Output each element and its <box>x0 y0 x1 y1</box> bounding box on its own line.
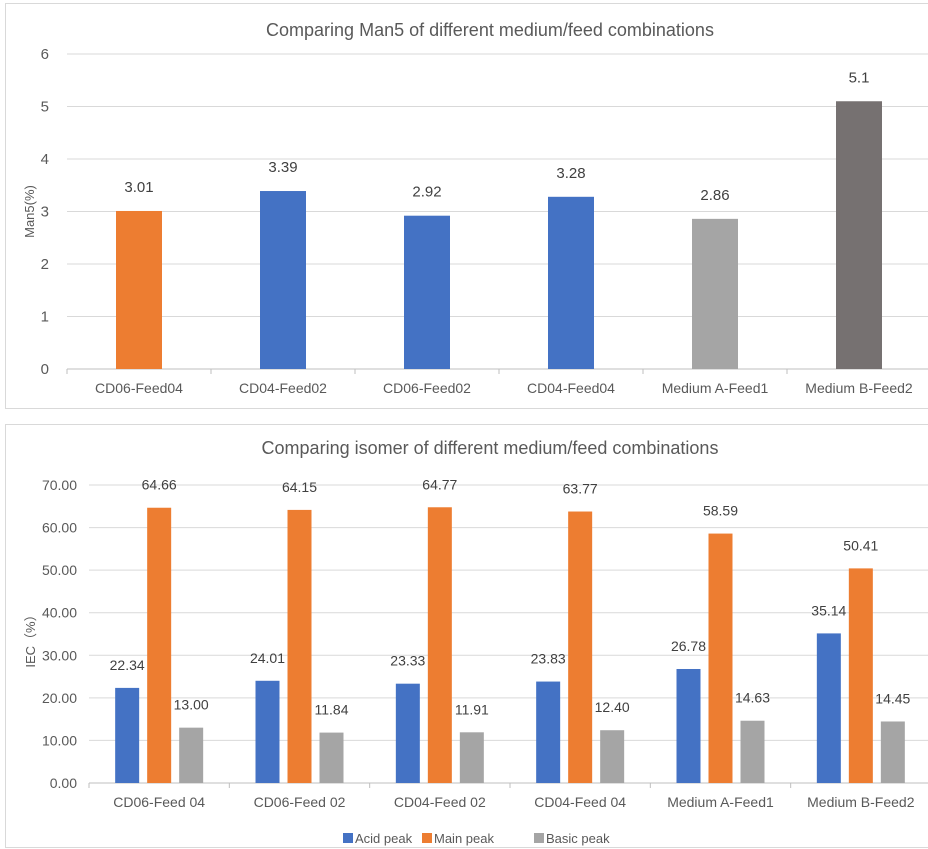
x-category-label: CD04-Feed04 <box>527 380 615 396</box>
x-category-label: CD04-Feed 02 <box>394 794 486 810</box>
bar-basic-peak <box>600 730 625 783</box>
data-label: 23.33 <box>390 653 425 669</box>
data-label: 58.59 <box>703 503 738 519</box>
bar-acid-peak <box>816 633 841 783</box>
bar-acid-peak <box>395 683 420 783</box>
y-tick-label: 0 <box>41 361 49 378</box>
data-label: 14.63 <box>735 690 770 706</box>
isomer-chart: Comparing isomer of different medium/fee… <box>23 438 928 846</box>
data-label: 11.91 <box>455 701 489 717</box>
x-category-label: Medium B-Feed2 <box>807 794 915 810</box>
bar-basic-peak <box>319 732 344 783</box>
data-label: 2.86 <box>700 187 729 204</box>
x-category-label: CD04-Feed02 <box>239 380 327 396</box>
man5-chart-panel: Comparing Man5 of different medium/feed … <box>5 3 928 409</box>
data-label: 26.78 <box>671 638 706 654</box>
bar <box>548 196 594 369</box>
y-axis-label: Man5(%) <box>22 185 37 238</box>
bar-main-peak <box>568 511 593 783</box>
bar-acid-peak <box>676 668 701 783</box>
bar-basic-peak <box>740 720 765 783</box>
y-tick-label: 1 <box>41 309 49 326</box>
y-tick-label: 0.00 <box>50 775 77 791</box>
data-label: 12.40 <box>595 699 630 715</box>
chart-title: Comparing Man5 of different medium/feed … <box>266 20 714 40</box>
bar <box>260 191 306 369</box>
y-tick-label: 30.00 <box>42 647 77 663</box>
bar-acid-peak <box>536 681 561 783</box>
data-label: 2.92 <box>412 184 441 201</box>
x-category-label: CD06-Feed 04 <box>113 794 205 810</box>
bar-acid-peak <box>255 680 280 783</box>
data-label: 3.28 <box>556 165 585 182</box>
bar-basic-peak <box>179 727 204 783</box>
data-label: 64.77 <box>422 476 457 492</box>
data-label: 3.01 <box>124 179 153 196</box>
x-category-label: CD06-Feed 02 <box>254 794 346 810</box>
x-category-label: CD06-Feed02 <box>383 380 471 396</box>
x-category-label: Medium A-Feed1 <box>667 794 774 810</box>
data-label: 64.66 <box>142 477 177 493</box>
bar-basic-peak <box>880 721 905 783</box>
data-label: 3.39 <box>268 159 297 176</box>
man5-chart: Comparing Man5 of different medium/feed … <box>22 20 928 396</box>
data-label: 63.77 <box>563 481 598 497</box>
bar-acid-peak <box>115 687 140 783</box>
x-category-label: CD06-Feed04 <box>95 380 183 396</box>
data-label: 11.84 <box>315 702 349 718</box>
bar <box>404 215 450 369</box>
legend: Acid peak Main peak Basic peak <box>343 831 610 846</box>
y-tick-label: 20.00 <box>42 690 77 706</box>
y-tick-label: 50.00 <box>42 562 77 578</box>
y-tick-label: 70.00 <box>42 477 77 493</box>
bar <box>116 210 162 369</box>
y-tick-label: 6 <box>41 46 49 63</box>
y-tick-label: 2 <box>41 256 49 273</box>
data-label: 64.15 <box>282 479 317 495</box>
data-label: 24.01 <box>250 650 285 666</box>
y-tick-label: 60.00 <box>42 520 77 536</box>
legend-swatch <box>422 833 432 843</box>
data-label: 5.1 <box>849 69 870 86</box>
legend-label: Main peak <box>434 831 494 846</box>
bar-basic-peak <box>459 732 484 783</box>
x-category-label: Medium B-Feed2 <box>805 380 913 396</box>
chart-title: Comparing isomer of different medium/fee… <box>262 438 719 458</box>
bar <box>692 218 738 369</box>
x-category-label: CD04-Feed 04 <box>534 794 626 810</box>
y-tick-label: 5 <box>41 99 49 116</box>
data-label: 22.34 <box>110 657 145 673</box>
bar <box>836 101 882 369</box>
legend-label: Acid peak <box>355 831 413 846</box>
bar-main-peak <box>427 507 452 783</box>
bar-main-peak <box>287 509 312 783</box>
bar-main-peak <box>147 507 172 783</box>
bar-main-peak <box>848 568 873 783</box>
data-label: 14.45 <box>875 690 910 706</box>
data-label: 35.14 <box>811 602 846 618</box>
data-label: 13.00 <box>174 697 209 713</box>
legend-label: Basic peak <box>546 831 610 846</box>
x-category-label: Medium A-Feed1 <box>662 380 769 396</box>
legend-swatch <box>343 833 353 843</box>
legend-swatch <box>534 833 544 843</box>
bar-main-peak <box>708 533 733 783</box>
isomer-chart-panel: Comparing isomer of different medium/fee… <box>5 424 928 848</box>
data-label: 23.83 <box>531 651 566 667</box>
y-tick-label: 10.00 <box>42 732 77 748</box>
y-tick-label: 4 <box>41 151 49 168</box>
y-axis-label: IEC（%） <box>23 608 38 667</box>
y-tick-label: 3 <box>41 204 49 221</box>
data-label: 50.41 <box>843 537 878 553</box>
y-tick-label: 40.00 <box>42 605 77 621</box>
